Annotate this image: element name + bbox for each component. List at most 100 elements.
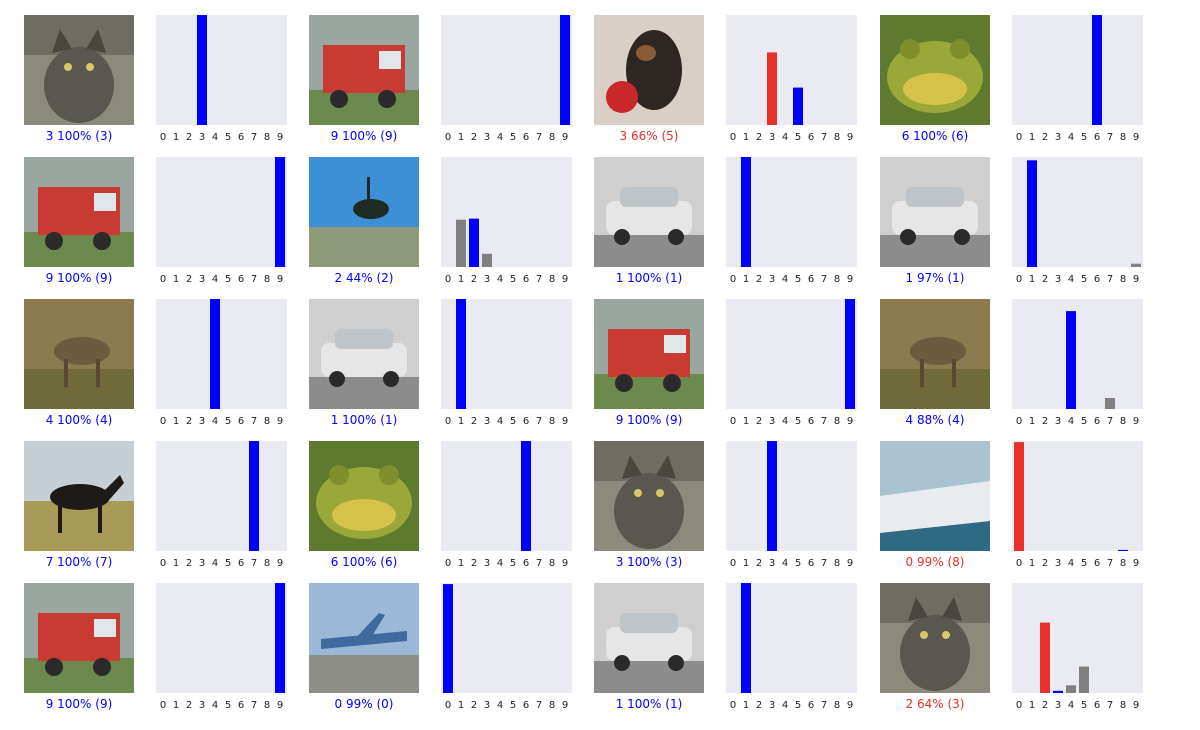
x-tick-label: 5 (1081, 132, 1087, 143)
x-tick-label: 0 (730, 558, 736, 569)
probability-bar (1066, 311, 1076, 409)
x-tick-label: 3 (199, 274, 205, 285)
prediction-caption: 9 100% (9) (45, 697, 113, 711)
x-tick-label: 8 (264, 700, 270, 711)
x-tick-label: 5 (510, 274, 516, 285)
sample-image (880, 441, 990, 551)
sample-image (24, 583, 134, 693)
prediction-caption: 6 100% (6) (330, 555, 398, 569)
x-tick-label: 1 (743, 416, 749, 427)
x-tick-label: 1 (1029, 416, 1035, 427)
probability-bar (741, 157, 751, 267)
x-tick-label: 3 (1055, 558, 1061, 569)
x-tick-label: 3 (769, 700, 775, 711)
x-tick-label: 0 (160, 416, 166, 427)
x-tick-label: 4 (1068, 700, 1074, 711)
x-tick-label: 2 (186, 700, 192, 711)
prediction-caption: 9 100% (9) (45, 271, 113, 285)
x-tick-label: 4 (212, 132, 218, 143)
x-tick-label: 6 (1094, 558, 1100, 569)
x-tick-label: 2 (186, 274, 192, 285)
car-photo (594, 583, 704, 693)
x-tick-label: 4 (782, 132, 788, 143)
x-tick-label: 4 (212, 700, 218, 711)
probability-bar (767, 52, 777, 125)
x-tick-label: 7 (536, 132, 542, 143)
x-tick-label: 4 (1068, 558, 1074, 569)
x-tick-label: 4 (497, 274, 503, 285)
prediction-caption: 3 66% (5) (619, 129, 679, 143)
x-tick-label: 5 (1081, 558, 1087, 569)
x-tick-label: 6 (523, 132, 529, 143)
x-tick-label: 0 (160, 274, 166, 285)
x-tick-label: 0 (1016, 416, 1022, 427)
probability-bar (456, 299, 466, 409)
x-tick-label: 3 (484, 132, 490, 143)
x-tick-label: 1 (1029, 132, 1035, 143)
x-tick-label: 5 (225, 700, 231, 711)
prediction-caption: 6 100% (6) (901, 129, 969, 143)
x-tick-label: 2 (1042, 132, 1048, 143)
x-tick-label: 4 (782, 274, 788, 285)
x-tick-label: 6 (523, 416, 529, 427)
x-tick-label: 5 (795, 274, 801, 285)
x-tick-label: 3 (199, 416, 205, 427)
x-tick-label: 1 (173, 132, 179, 143)
sample-image (880, 299, 990, 409)
x-tick-label: 3 (1055, 700, 1061, 711)
sample-image (24, 441, 134, 551)
x-tick-label: 3 (1055, 274, 1061, 285)
x-tick-label: 9 (847, 558, 853, 569)
x-tick-label: 2 (471, 274, 477, 285)
x-tick-label: 0 (730, 700, 736, 711)
prediction-caption: 3 100% (3) (45, 129, 113, 143)
sample-image (594, 299, 704, 409)
x-tick-label: 1 (1029, 274, 1035, 285)
bird-photo (309, 157, 419, 267)
x-tick-label: 4 (497, 558, 503, 569)
x-tick-label: 6 (808, 274, 814, 285)
x-tick-label: 9 (847, 416, 853, 427)
x-tick-label: 6 (1094, 132, 1100, 143)
x-tick-label: 9 (277, 416, 283, 427)
sample-image (309, 299, 419, 409)
x-tick-label: 0 (160, 132, 166, 143)
x-tick-label: 3 (769, 274, 775, 285)
probability-bar (1014, 442, 1024, 551)
x-tick-label: 6 (238, 416, 244, 427)
x-tick-label: 2 (1042, 700, 1048, 711)
x-tick-label: 8 (834, 416, 840, 427)
x-tick-label: 2 (1042, 274, 1048, 285)
probability-bar (793, 87, 803, 125)
prediction-caption: 9 100% (9) (330, 129, 398, 143)
probability-bar (456, 219, 466, 267)
x-tick-label: 8 (264, 274, 270, 285)
x-tick-label: 4 (1068, 274, 1074, 285)
x-tick-label: 5 (225, 416, 231, 427)
prediction-caption: 1 97% (1) (905, 271, 965, 285)
x-tick-label: 8 (834, 700, 840, 711)
x-tick-label: 1 (173, 700, 179, 711)
sample-image (24, 299, 134, 409)
x-tick-label: 1 (458, 416, 464, 427)
x-tick-label: 5 (225, 558, 231, 569)
x-tick-label: 4 (497, 700, 503, 711)
x-tick-label: 9 (562, 558, 568, 569)
x-tick-label: 2 (756, 274, 762, 285)
sample-image (24, 157, 134, 267)
x-tick-label: 0 (1016, 558, 1022, 569)
probability-bar (1079, 666, 1089, 693)
x-tick-label: 6 (523, 274, 529, 285)
x-tick-label: 7 (1107, 558, 1113, 569)
sample-image (880, 15, 990, 125)
probability-bar (521, 441, 531, 551)
x-tick-label: 6 (1094, 416, 1100, 427)
x-tick-label: 5 (795, 416, 801, 427)
